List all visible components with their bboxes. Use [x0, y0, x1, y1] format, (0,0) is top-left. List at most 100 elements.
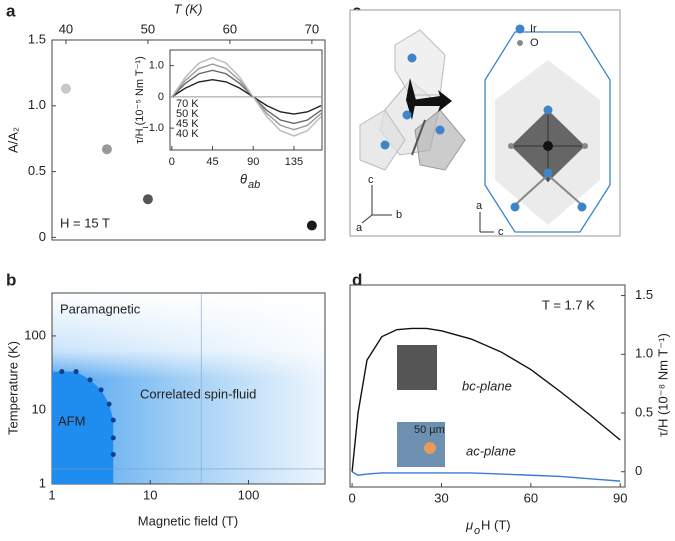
- moment: [547, 174, 583, 206]
- x-tick-label: 0: [169, 156, 175, 168]
- y-axis-label: A/A₂: [5, 127, 20, 153]
- photo: [397, 422, 445, 467]
- panel-label: d: [352, 270, 362, 289]
- point: [60, 83, 71, 94]
- x-tick-label: 135: [285, 156, 303, 168]
- x-axis-label: T (K): [174, 1, 203, 16]
- boundary-point: [110, 417, 116, 423]
- o-atom: [582, 143, 588, 149]
- octahedron: [359, 109, 406, 171]
- moment: [514, 174, 549, 206]
- ir-atom: [577, 202, 587, 212]
- annotation: H = 15 T: [60, 215, 110, 230]
- x-tick-label: 50: [141, 21, 155, 36]
- y-tick-label: 0: [39, 229, 46, 244]
- x-tick-label: 70: [305, 21, 319, 36]
- boundary-point: [87, 377, 93, 383]
- region-label: Correlated spin-fluid: [140, 386, 256, 401]
- series-line: [171, 78, 322, 115]
- legend-ir: [515, 24, 525, 34]
- panel-label: b: [6, 270, 16, 289]
- y-tick-label: 0.5: [635, 404, 653, 419]
- panel-label: a: [6, 1, 16, 20]
- x-tick-label: 90: [613, 490, 627, 505]
- y-tick-label: 100: [24, 327, 46, 342]
- moment: [412, 90, 452, 112]
- series-line: [351, 471, 621, 482]
- x-tick-label: 0: [348, 490, 355, 505]
- y-axis-label: τ/H (10⁻⁵ Nm T⁻¹): [134, 56, 146, 144]
- series-line: [171, 57, 322, 137]
- axis-label: c: [368, 174, 374, 186]
- y-axis-label: Temperature (K): [5, 341, 20, 435]
- o-atom: [508, 143, 514, 149]
- axis-label: c: [498, 226, 504, 238]
- legend-label: O: [530, 37, 539, 49]
- y-tick-label: 10: [32, 401, 46, 416]
- label: bc-plane: [462, 378, 512, 393]
- ir-atom: [380, 140, 390, 150]
- y-tick-label: 0: [158, 91, 164, 103]
- point: [306, 220, 317, 231]
- x-tick-label: 60: [223, 21, 237, 36]
- boundary-point: [73, 369, 79, 375]
- annotation: T = 1.7 K: [542, 297, 595, 312]
- axis-label: a: [476, 200, 483, 212]
- ir-atom: [407, 53, 417, 63]
- series-line: [171, 63, 322, 131]
- point: [142, 194, 153, 205]
- x-axis-label: Magnetic field (T): [138, 513, 238, 528]
- ir-atom: [543, 168, 553, 178]
- legend-o: [517, 40, 523, 46]
- y-tick-label: 1.5: [28, 31, 46, 46]
- legend-label: 50 K: [176, 108, 199, 120]
- y-axis-label: τ/H (10⁻⁸ Nm T⁻¹): [655, 333, 670, 437]
- ir-atom: [543, 141, 553, 151]
- x-axis-label-tail: H (T): [481, 517, 511, 532]
- x-tick-label: 100: [238, 487, 260, 502]
- legend-label: 40 K: [176, 128, 199, 140]
- photo: [397, 345, 437, 390]
- y-tick-label: −1.0: [142, 122, 164, 134]
- afm-region: [52, 371, 114, 484]
- region-label: AFM: [58, 413, 85, 428]
- y-tick-label: 1.0: [28, 97, 46, 112]
- x-axis-label: θ: [240, 171, 247, 186]
- x-axis-label-sub: ab: [248, 179, 260, 191]
- boundary-point: [110, 452, 116, 458]
- ir-atom: [402, 110, 412, 120]
- ir-atom: [435, 125, 445, 135]
- region-label: Paramagnetic: [60, 301, 141, 316]
- ir-atom: [510, 202, 520, 212]
- point: [101, 144, 112, 155]
- octahedron: [414, 109, 466, 171]
- axis-label: a: [356, 222, 363, 234]
- boundary-point: [106, 401, 112, 407]
- ir-atom: [543, 105, 553, 115]
- x-tick-label: 1: [48, 487, 55, 502]
- label: ac-plane: [466, 443, 516, 458]
- x-tick-label: 30: [434, 490, 448, 505]
- y-tick-label: 1.0: [149, 60, 164, 72]
- y-tick-label: 0: [635, 463, 642, 478]
- y-tick-label: 1.0: [635, 346, 653, 361]
- plot-frame: [51, 39, 326, 241]
- moment: [406, 78, 416, 120]
- plot-frame: [349, 284, 626, 488]
- x-tick-label: 10: [143, 487, 157, 502]
- scale-bar: 50 µm: [414, 424, 445, 436]
- honeycomb: [484, 31, 611, 233]
- x-tick-label: 40: [59, 21, 73, 36]
- x-tick-label: 90: [247, 156, 259, 168]
- boundary-point: [59, 369, 65, 375]
- moment: [411, 119, 426, 156]
- crystal-diagram: Ir O c b a a c: [349, 9, 621, 238]
- boundary-point: [110, 435, 116, 441]
- y-tick-label: 0.5: [28, 163, 46, 178]
- y-tick-label: 1.5: [635, 287, 653, 302]
- legend-label: Ir: [530, 23, 537, 35]
- series-line: [351, 327, 621, 472]
- x-axis-label: μ: [465, 517, 473, 532]
- y-tick-label: 1: [39, 475, 46, 490]
